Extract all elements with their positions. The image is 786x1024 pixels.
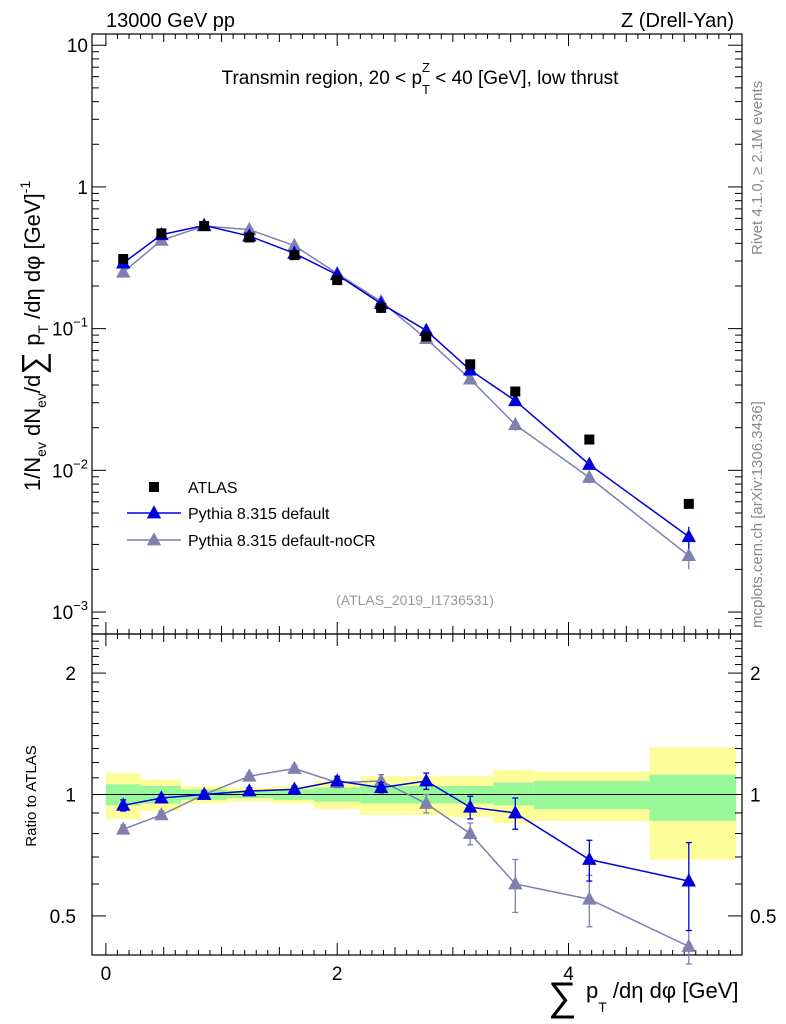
ratio-point-default <box>419 773 434 787</box>
ratio-uncertainty-bands <box>105 747 737 860</box>
main-point-atlas <box>199 220 210 231</box>
ratio-point-default <box>373 779 389 794</box>
ratio-y-tick-label: 1 <box>65 786 76 807</box>
ratio-point-default <box>196 786 212 800</box>
ratio-point-default <box>508 805 523 819</box>
legend-label-nocr: Pythia 8.315 default-noCR <box>188 533 376 550</box>
main-point-atlas <box>421 331 432 342</box>
main-point-atlas <box>376 302 387 313</box>
header-right-label: Z (Drell-Yan) <box>621 10 734 32</box>
ratio-point-default <box>242 783 257 797</box>
ratio-point-nocr <box>508 876 523 890</box>
mcplots-label: mcplots.cern.ch [arXiv:1306.3436] <box>749 401 766 628</box>
x-axis-label: ∑ pT /dη dφ [GeV] <box>548 975 738 1019</box>
main-point-atlas <box>156 228 167 239</box>
svg-text:∑: ∑ <box>548 975 577 1019</box>
main-y-tick-label: 10−3 <box>52 598 88 624</box>
main-y-tick-label: 10 <box>67 36 88 57</box>
svg-text:1/Nev dNev/d∑ pT /dη dφ [GeV]: 1/Nev dNev/d∑ pT /dη dφ [GeV]-1 <box>15 181 51 492</box>
main-title-suffix: < 40 [GeV], low thrust <box>430 68 619 89</box>
main-point-nocr <box>508 416 523 431</box>
main-point-atlas <box>332 275 343 286</box>
ratio-point-nocr <box>373 773 389 787</box>
main-point-atlas <box>465 359 476 370</box>
x-tick-label: 4 <box>563 964 574 985</box>
ratio-point-default <box>582 851 597 865</box>
main-point-nocr <box>116 264 131 278</box>
main-point-nocr <box>681 547 696 562</box>
ratio-point-nocr <box>419 795 434 809</box>
band-inner-11 <box>649 774 737 821</box>
main-y-tick-label: 1 <box>77 178 88 199</box>
main-point-nocr <box>463 371 478 385</box>
band-inner-9 <box>493 782 534 806</box>
main-title: Transmin region, 20 < pZ T < 40 [GeV], lo… <box>222 60 620 97</box>
ratio-point-nocr <box>116 821 131 835</box>
legend: ATLAS Pythia 8.315 default Pythia 8.315 de… <box>127 480 376 550</box>
main-point-atlas <box>510 386 521 397</box>
main-point-default <box>508 392 523 407</box>
main-point-atlas <box>584 434 595 445</box>
ratio-point-nocr <box>154 807 169 821</box>
ratio-y-tick-label: 0.5 <box>50 907 76 928</box>
ratio-point-default <box>329 773 345 787</box>
ratio-point-nocr <box>681 938 696 952</box>
main-title-prefix: Transmin region, 20 < p <box>222 68 422 89</box>
ratio-line-nocr <box>122 767 690 948</box>
main-line-default <box>122 224 690 538</box>
ratio-point-default <box>287 781 302 795</box>
ratio-point-default <box>681 873 696 887</box>
main-point-nocr <box>582 469 597 483</box>
ratio-panel-frame <box>91 633 743 956</box>
ratio-y-tick-label-right: 0.5 <box>750 907 776 928</box>
x-tick-label: 0 <box>101 964 112 985</box>
main-title-sup: Z <box>422 60 430 75</box>
rivet-version-label: Rivet 4.1.0, ≥ 2.1M events <box>749 81 766 255</box>
legend-marker-nocr <box>146 532 162 546</box>
main-point-atlas <box>683 498 694 509</box>
main-point-nocr <box>287 237 302 252</box>
svg-text:pT /dη dφ [GeV]: pT /dη dφ [GeV] <box>586 978 738 1015</box>
ratio-y-tick-label: 2 <box>65 664 76 685</box>
main-point-default <box>582 456 597 470</box>
x-tick-label: 2 <box>332 964 343 985</box>
ratio-point-default <box>154 790 169 804</box>
main-y-tick-label: 10−2 <box>52 456 88 482</box>
analysis-watermark: (ATLAS_2019_I1736531) <box>336 592 494 608</box>
ratio-y-tick-label-right: 2 <box>750 664 761 685</box>
legend-marker-default <box>146 505 162 519</box>
legend-label-default: Pythia 8.315 default <box>188 506 330 523</box>
ratio-point-default <box>463 799 478 813</box>
main-point-atlas <box>289 250 300 261</box>
ratio-point-nocr <box>582 891 597 905</box>
main-line-nocr <box>122 225 690 557</box>
main-title-sub: T <box>422 82 430 97</box>
ratio-point-default <box>116 797 131 811</box>
ratio-point-nocr <box>242 768 257 782</box>
band-inner-10 <box>533 781 650 810</box>
main-y-tick-label: 10−1 <box>52 315 88 341</box>
ratio-point-nocr <box>463 825 478 839</box>
main-point-atlas <box>118 254 129 265</box>
header-left-label: 13000 GeV pp <box>106 10 235 32</box>
main-y-axis-label: 1/Nev dNev/d∑ pT /dη dφ [GeV]-1 <box>15 181 51 492</box>
ratio-y-axis-label: Ratio to ATLAS <box>23 745 40 846</box>
main-point-default <box>681 528 696 543</box>
legend-label-atlas: ATLAS <box>188 480 238 497</box>
legend-marker-atlas <box>149 482 159 492</box>
ratio-y-tick-label-right: 1 <box>750 786 761 807</box>
ratio-line-default <box>123 780 689 882</box>
ratio-point-nocr <box>287 760 302 774</box>
main-point-atlas <box>244 232 255 243</box>
